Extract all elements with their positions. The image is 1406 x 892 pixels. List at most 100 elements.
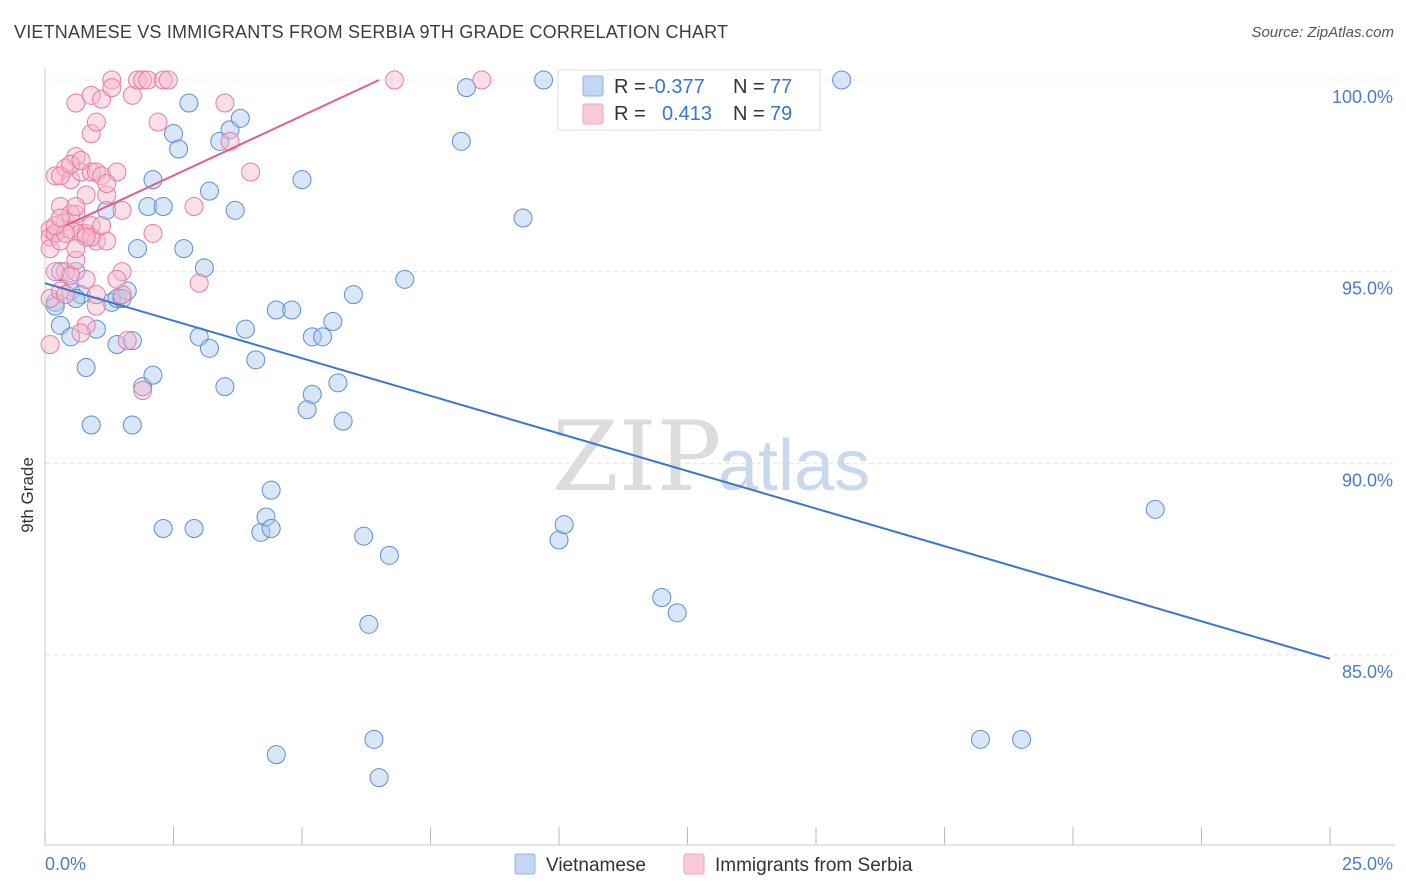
data-point <box>128 70 148 90</box>
data-point <box>169 139 189 159</box>
data-point <box>40 239 60 259</box>
correlation-legend: R = -0.377 N = 77 R = 0.413 N = 79 <box>557 69 821 131</box>
data-point <box>215 377 235 397</box>
data-point <box>343 285 363 305</box>
data-point <box>246 350 266 370</box>
data-point <box>71 151 91 170</box>
y-tick-labels: 85.0% 90.0% 95.0% 100.0% <box>1332 87 1393 682</box>
data-point <box>66 93 86 113</box>
data-point <box>92 216 112 236</box>
data-point <box>40 335 60 354</box>
data-point <box>143 170 163 190</box>
data-point <box>328 373 348 393</box>
data-point <box>71 223 91 243</box>
data-point <box>61 154 81 174</box>
data-point <box>50 197 70 216</box>
data-point <box>261 480 281 500</box>
data-point <box>256 507 276 527</box>
data-point <box>292 170 312 190</box>
data-point <box>40 227 60 247</box>
data-point <box>76 269 96 289</box>
data-point <box>153 197 173 216</box>
data-point <box>215 93 235 113</box>
watermark: ZIP atlas <box>552 401 870 513</box>
data-point <box>122 85 142 105</box>
data-point <box>549 530 569 550</box>
data-point <box>61 266 81 285</box>
legend-n-label-serbia: N = <box>733 103 765 125</box>
data-point <box>112 285 132 305</box>
data-point <box>832 70 852 90</box>
data-point <box>40 289 60 308</box>
data-point <box>302 384 322 404</box>
data-point <box>241 162 261 182</box>
data-point <box>86 319 106 339</box>
data-point <box>61 170 81 190</box>
watermark-atlas: atlas <box>718 426 870 506</box>
data-point <box>148 112 168 132</box>
data-point <box>81 415 101 435</box>
data-point <box>71 323 91 343</box>
x-tick-label-max: 25.0% <box>1342 854 1393 874</box>
data-point <box>143 365 163 385</box>
data-point <box>128 239 148 259</box>
series-points-serbia <box>40 70 492 400</box>
data-point <box>179 93 199 113</box>
data-point <box>174 239 194 259</box>
data-point <box>102 78 122 98</box>
data-point <box>1145 499 1165 519</box>
data-point <box>45 262 65 282</box>
data-point <box>122 415 142 435</box>
data-point <box>313 327 333 347</box>
series-points-vietnamese <box>45 70 1165 788</box>
data-point <box>554 515 574 535</box>
data-point <box>184 519 204 538</box>
data-point <box>534 70 554 90</box>
data-point <box>66 197 86 216</box>
data-point <box>81 124 101 144</box>
data-point <box>220 131 240 151</box>
chart-title: VIETNAMESE VS IMMIGRANTS FROM SERBIA 9TH… <box>14 22 729 42</box>
data-point <box>76 358 96 377</box>
data-point <box>189 273 209 293</box>
data-point <box>456 78 476 98</box>
legend-r-label-serbia: R = <box>614 103 646 125</box>
data-point <box>261 519 281 538</box>
source-label: Source: ZipAtlas.com <box>1251 24 1394 41</box>
data-point <box>225 200 245 220</box>
data-point <box>143 223 163 243</box>
y-axis-label: 9th Grade <box>18 457 37 533</box>
data-point <box>97 174 117 193</box>
legend-r-value-serbia: 0.413 <box>662 103 712 125</box>
data-point <box>297 400 317 420</box>
data-point <box>112 200 132 220</box>
data-point <box>451 131 471 151</box>
data-point <box>395 269 415 289</box>
legend-n-value-serbia: 79 <box>770 103 792 125</box>
axes <box>44 68 1395 846</box>
data-point <box>359 614 379 634</box>
trend-line-serbia <box>65 79 380 227</box>
legend-r-value-vietnamese: -0.377 <box>648 76 705 98</box>
series-swatch-serbia <box>683 853 705 875</box>
x-tick-label-min: 0.0% <box>45 854 86 874</box>
data-point <box>369 768 389 788</box>
data-point <box>302 327 322 347</box>
data-point <box>133 70 153 90</box>
data-point <box>164 124 183 144</box>
data-point <box>199 181 219 201</box>
data-point <box>194 258 214 278</box>
points-layer <box>40 70 1165 788</box>
y-tick-label: 95.0% <box>1342 279 1393 299</box>
data-point <box>117 331 137 351</box>
data-point <box>230 108 250 128</box>
data-point <box>970 729 990 749</box>
data-point <box>282 300 302 320</box>
data-point <box>385 70 405 90</box>
data-point <box>153 519 173 538</box>
data-point <box>102 70 122 90</box>
trend-line-vietnamese <box>44 282 1331 660</box>
data-point <box>138 70 158 90</box>
data-point <box>667 603 687 623</box>
